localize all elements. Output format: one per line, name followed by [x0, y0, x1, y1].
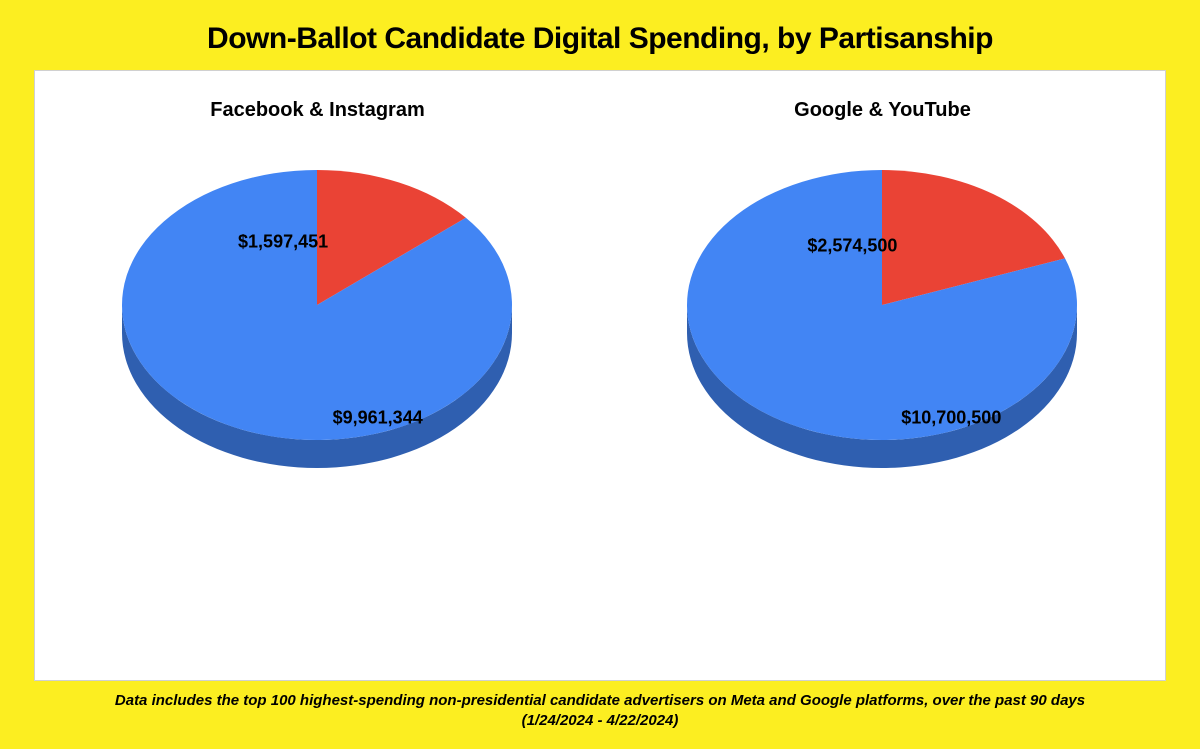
pie-google: $2,574,500 $10,700,500 — [667, 130, 1097, 560]
footnote-line2: (1/24/2024 - 4/22/2024) — [34, 711, 1166, 731]
footnote: Data includes the top 100 highest-spendi… — [34, 691, 1166, 732]
chart-google-title: Google & YouTube — [794, 99, 971, 122]
slice-label-republican: $1,597,451 — [238, 231, 328, 252]
slice-label-democrat: $10,700,500 — [901, 408, 1001, 429]
chart-meta-title: Facebook & Instagram — [210, 99, 425, 122]
slice-label-republican: $2,574,500 — [807, 236, 897, 257]
pie-meta: $1,597,451 $9,961,344 — [102, 130, 532, 560]
slice-label-democrat: $9,961,344 — [333, 408, 423, 429]
footnote-line1: Data includes the top 100 highest-spendi… — [115, 692, 1085, 709]
chart-meta: Facebook & Instagram $1,597,451 $9,961,34… — [46, 99, 588, 560]
chart-panel: Facebook & Instagram $1,597,451 $9,961,34… — [34, 70, 1166, 681]
chart-google: Google & YouTube $2,574,500 $10,700,500 — [611, 99, 1153, 560]
chart-canvas: Down-Ballot Candidate Digital Spending, … — [0, 0, 1200, 749]
page-title: Down-Ballot Candidate Digital Spending, … — [34, 22, 1166, 56]
